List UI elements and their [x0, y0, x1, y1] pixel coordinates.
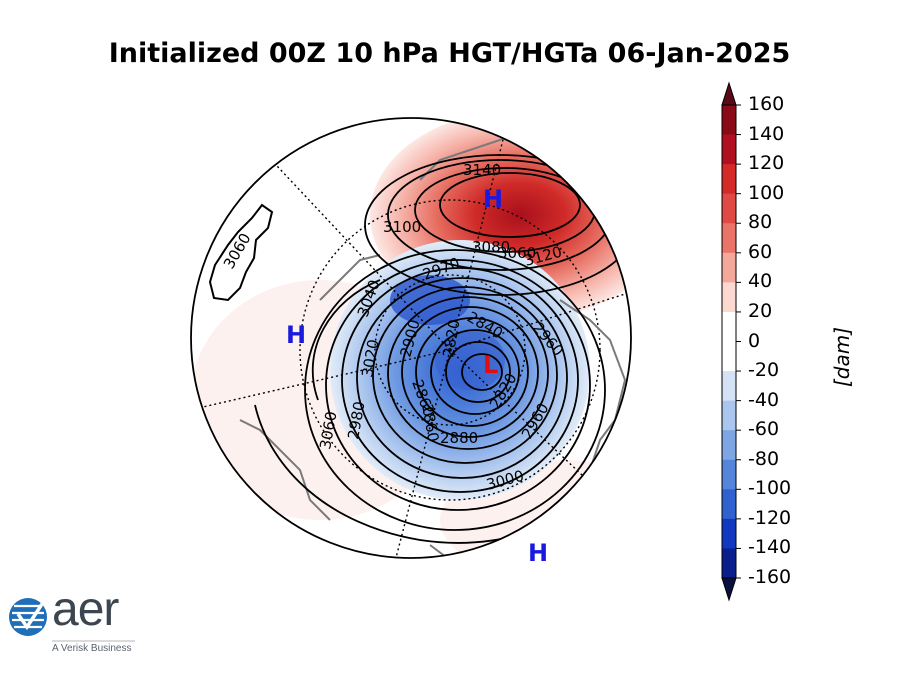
height-contours	[254, 154, 631, 544]
map-field	[191, 118, 631, 558]
colorbar-band	[722, 400, 736, 431]
low-marker: L	[483, 351, 498, 379]
colorbar-band	[722, 134, 736, 165]
colorbar-extend-max	[721, 81, 737, 106]
colorbar-tick-label: 80	[748, 211, 773, 234]
colorbar-band	[722, 193, 736, 224]
colorbar-tick-label: -80	[748, 447, 780, 470]
colorbar-tick-label: -60	[748, 418, 780, 441]
colorbar-band	[722, 489, 736, 520]
colorbar	[721, 81, 741, 602]
map-border	[190, 117, 632, 559]
colorbar-tick-label: -100	[748, 477, 792, 500]
colorbar-tick-label: 40	[748, 270, 773, 293]
chart-title: Initialized 00Z 10 hPa HGT/HGTa 06-Jan-2…	[108, 38, 791, 69]
colorbar-band	[722, 518, 736, 549]
colorbar-tick-label: 60	[748, 240, 773, 263]
pressure-centers: H H H L	[286, 185, 548, 567]
colorbar-band	[722, 282, 736, 313]
colorbar-tick-label: -140	[748, 536, 792, 559]
contour-label: 3060	[498, 244, 536, 262]
colorbar-tick-label: -160	[748, 566, 792, 588]
colorbar-tick-label: 120	[748, 152, 785, 175]
colorbar-tick-label: 160	[748, 93, 785, 115]
colorbar-tick-label: -40	[748, 388, 780, 411]
greenland-outline	[208, 203, 274, 302]
colorbar-tick-label: 0	[748, 329, 761, 352]
colorbar-tick-label: -20	[748, 359, 780, 382]
colorbar-tick-label: -120	[748, 506, 792, 529]
contour-label: 3100	[383, 218, 421, 236]
contour-label: 2880	[440, 429, 478, 447]
logo-name: aer	[52, 583, 119, 636]
high-marker: H	[286, 321, 306, 349]
colorbar-band	[722, 459, 736, 490]
colorbar-band	[722, 548, 736, 579]
colorbar-band	[722, 252, 736, 283]
colorbar-band	[722, 105, 736, 136]
colorbar-band	[722, 430, 736, 461]
colorbar-extend-min	[721, 577, 737, 602]
logo-tagline: A Verisk Business	[52, 643, 132, 654]
colorbar-tick-label: 20	[748, 299, 773, 322]
colorbar-tick-label: 100	[748, 181, 785, 204]
colorbar-band	[722, 223, 736, 254]
colorbar-tick-label: 140	[748, 122, 785, 145]
high-marker: H	[528, 539, 548, 567]
colorbar-band	[722, 164, 736, 195]
colorbar-band	[722, 311, 736, 342]
high-marker: H	[483, 185, 503, 213]
aer-logo-icon	[9, 598, 135, 642]
colorbar-unit: [dam]	[830, 326, 855, 388]
contour-label: 3140	[463, 161, 501, 179]
contour-label: 3080	[472, 238, 510, 256]
colorbar-band	[722, 341, 736, 372]
colorbar-band	[722, 371, 736, 402]
